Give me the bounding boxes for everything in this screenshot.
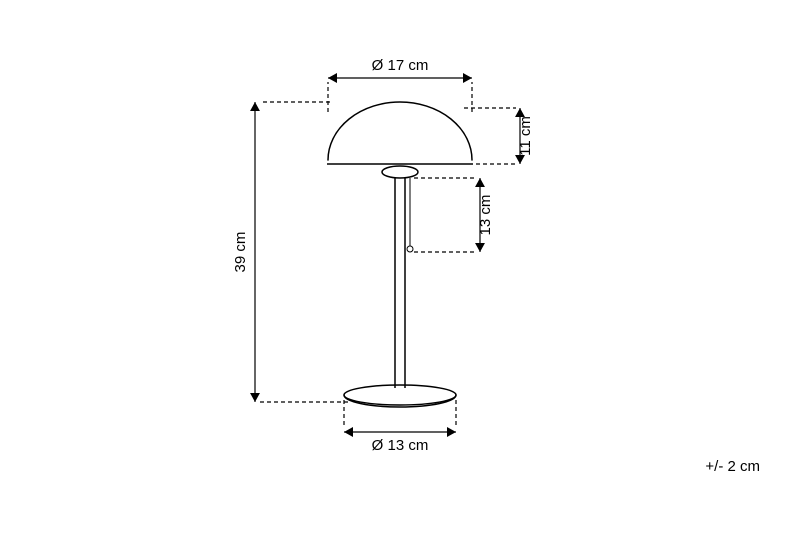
tolerance-note: +/- 2 cm <box>705 458 760 475</box>
svg-text:39 cm: 39 cm <box>232 232 249 273</box>
svg-text:13 cm: 13 cm <box>477 195 494 236</box>
dimension-diagram: 39 cm Ø 17 cm 11 cm 13 cm Ø 13 cm <box>0 0 800 533</box>
svg-text:Ø 17 cm: Ø 17 cm <box>372 57 429 74</box>
svg-text:11 cm: 11 cm <box>517 116 534 156</box>
svg-text:Ø 13 cm: Ø 13 cm <box>372 437 429 454</box>
